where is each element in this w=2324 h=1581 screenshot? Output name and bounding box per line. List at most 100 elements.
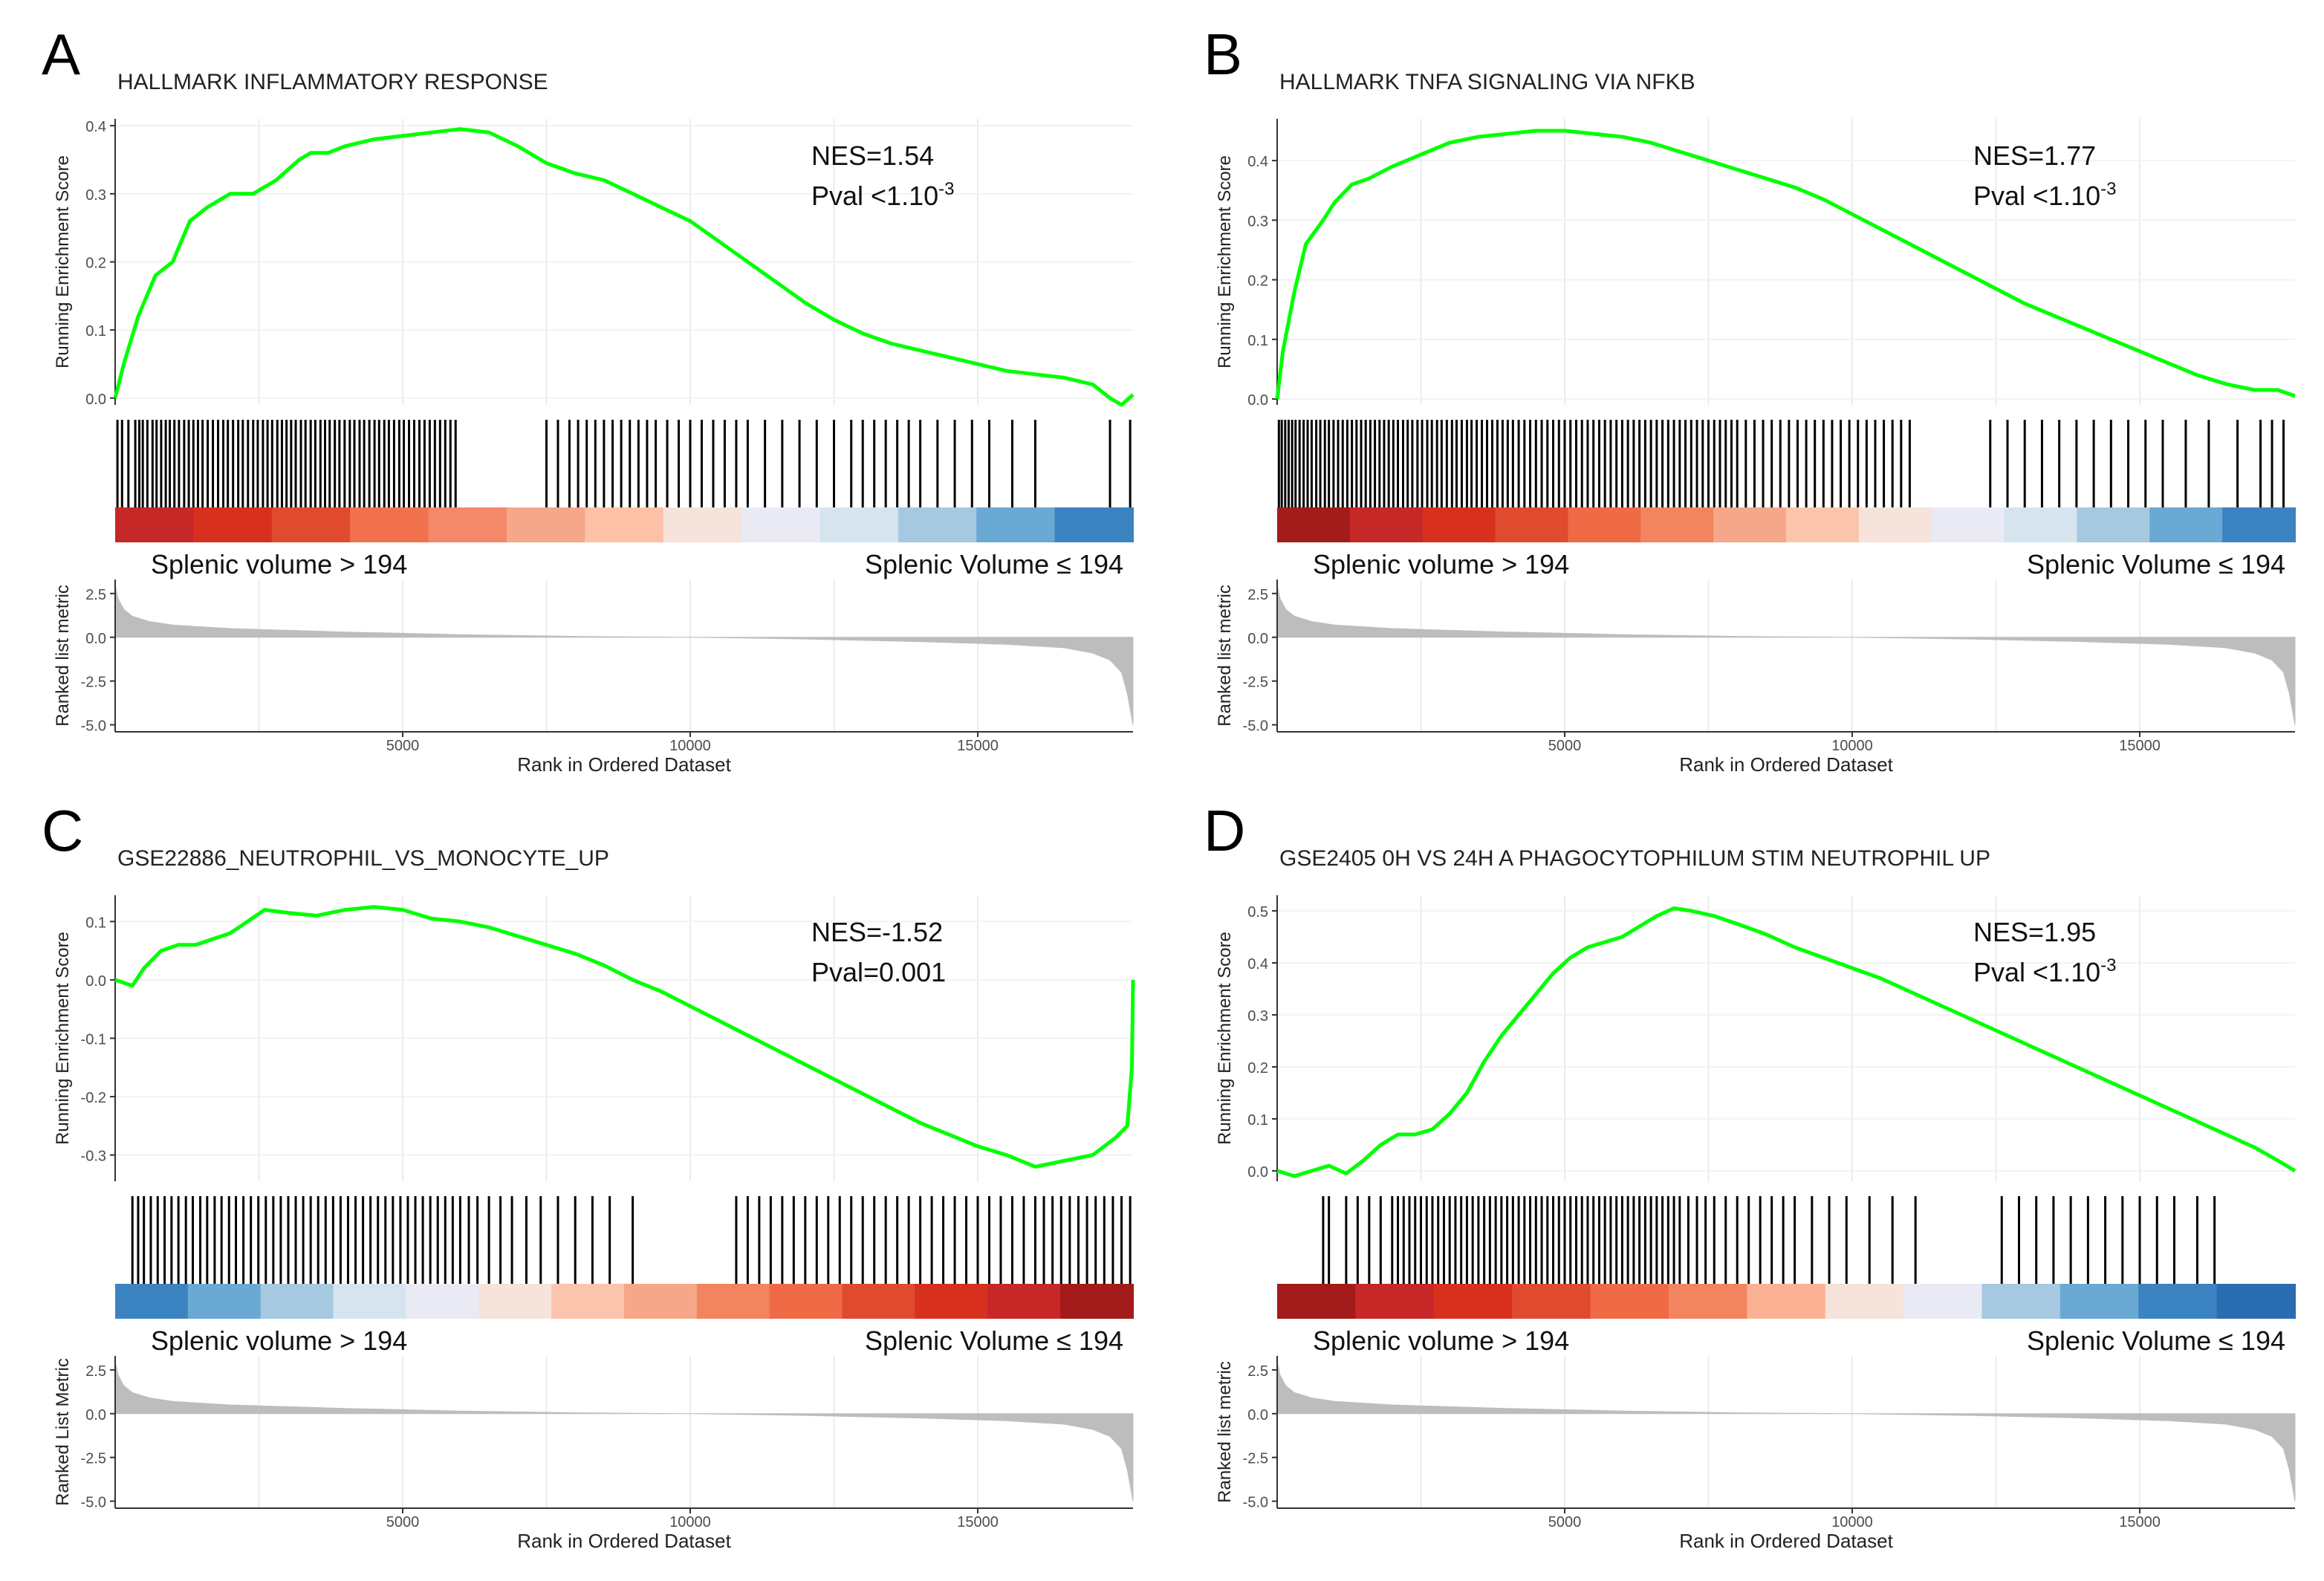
metric-y-tick-label: -2.5 <box>81 1451 106 1467</box>
class-label-left: Splenic volume > 194 <box>151 1325 407 1356</box>
es-y-tick-label: 0.1 <box>85 915 106 931</box>
es-y-tick-label: 0.0 <box>85 973 106 990</box>
rank-color-band-segment <box>1590 1284 1669 1319</box>
metric-y-tick-label: -2.5 <box>81 675 106 691</box>
plot-title: GSE2405 0H VS 24H A PHAGOCYTOPHILUM STIM… <box>1279 846 1990 871</box>
es-y-axis-label: Running Enrichment Score <box>53 932 73 1145</box>
rank-color-band-segment <box>1668 1284 1748 1319</box>
rank-color-band-segment <box>350 507 429 542</box>
pval-text: Pval <1.10 <box>811 181 938 211</box>
rank-color-band-segment <box>2222 507 2296 542</box>
metric-y-axis-label: Ranked list metric <box>53 585 73 727</box>
es-y-tick-label: 0.1 <box>1247 1112 1268 1129</box>
metric-y-axis-label: Ranked list metric <box>1215 1361 1235 1503</box>
x-tick-label: 15000 <box>2119 738 2161 754</box>
es-y-axis-label: Running Enrichment Score <box>53 155 73 369</box>
es-y-tick-label: 0.2 <box>1247 1060 1268 1077</box>
x-tick-label: 5000 <box>386 1514 420 1530</box>
rank-color-band-segment <box>769 1284 843 1319</box>
rank-color-band-segment <box>193 507 273 542</box>
es-y-tick-label: 0.1 <box>85 323 106 340</box>
metric-y-tick-label: 0.0 <box>1247 631 1268 647</box>
rank-color-band-segment <box>1981 1284 2061 1319</box>
metric-y-axis-label: Ranked List Metric <box>53 1358 73 1506</box>
rank-color-band-segment <box>624 1284 698 1319</box>
metric-y-tick-label: -2.5 <box>1243 675 1268 691</box>
rank-color-band-segment <box>1277 507 1351 542</box>
metric-y-tick-label: 0.0 <box>85 1407 106 1423</box>
x-tick-label: 5000 <box>1548 738 1582 754</box>
enrichment-score-line <box>113 127 1135 407</box>
ranked-metric-area <box>1276 1360 2296 1502</box>
rank-color-band-segment <box>1568 507 1642 542</box>
rank-color-band-segment <box>551 1284 625 1319</box>
class-label-right: Splenic Volume ≤ 194 <box>2027 549 2285 580</box>
pval-annotation: Pval <1.10-3 <box>811 179 954 211</box>
rank-color-band-segment <box>842 1284 916 1319</box>
es-y-tick-label: 0.3 <box>1247 213 1268 230</box>
rank-color-band-segment <box>506 507 586 542</box>
x-tick-label: 5000 <box>1548 1514 1582 1530</box>
es-y-tick-label: 0.3 <box>1247 1008 1268 1025</box>
rank-color-band-segment <box>2060 1284 2140 1319</box>
class-label-left: Splenic volume > 194 <box>151 549 407 580</box>
es-y-tick-label: 0.5 <box>1247 904 1268 921</box>
rank-color-band-segment <box>1931 507 2005 542</box>
pval-exponent: -3 <box>2100 955 2116 975</box>
es-y-tick-label: 0.4 <box>1247 154 1268 170</box>
rank-color-band-segment <box>585 507 664 542</box>
rank-color-band-segment <box>260 1284 334 1319</box>
x-axis-label: Rank in Ordered Dataset <box>517 1530 731 1552</box>
rank-color-band-segment <box>1349 507 1424 542</box>
metric-y-tick-label: -2.5 <box>1243 1451 1268 1467</box>
ranked-metric-area <box>114 1360 1134 1502</box>
rank-color-band-segment <box>663 507 743 542</box>
rank-color-band-segment <box>1640 507 1715 542</box>
class-label-left: Splenic volume > 194 <box>1313 1325 1569 1356</box>
plot-title: GSE22886_NEUTROPHIL_VS_MONOCYTE_UP <box>117 846 609 871</box>
nes-annotation: NES=1.95 <box>1973 917 2096 947</box>
panel-label: C <box>42 798 83 863</box>
es-y-axis-label: Running Enrichment Score <box>1215 155 1235 369</box>
pval-text: Pval <1.10 <box>1973 181 2100 211</box>
es-y-tick-label: 0.1 <box>1247 333 1268 349</box>
rank-color-band-segment <box>2216 1284 2296 1319</box>
rank-color-band-segment <box>271 507 351 542</box>
rank-color-band-segment <box>1512 1284 1591 1319</box>
rank-color-band-segment <box>1060 1284 1134 1319</box>
panel-label: D <box>1204 798 1245 863</box>
es-y-tick-label: -0.3 <box>81 1149 106 1165</box>
rank-color-band-segment <box>1495 507 1569 542</box>
rank-color-band-segment <box>1277 1284 1357 1319</box>
rank-color-band-segment <box>1786 507 1860 542</box>
pval-text: Pval=0.001 <box>811 957 946 987</box>
es-y-tick-label: 0.0 <box>85 392 106 408</box>
gsea-plot-svg: D GSE2405 0H VS 24H A PHAGOCYTOPHILUM STI… <box>1204 798 2297 1552</box>
gsea-panel-a: A HALLMARK INFLAMMATORY RESPONSE 0.0 0.1 0.2… <box>0 0 1162 790</box>
rank-color-band-segment <box>696 1284 770 1319</box>
metric-y-tick-label: 2.5 <box>85 587 106 603</box>
rank-color-band-segment <box>1355 1284 1435 1319</box>
metric-y-tick-label: 0.0 <box>85 631 106 647</box>
pval-annotation: Pval <1.10-3 <box>1973 179 2116 211</box>
rank-color-band-segment <box>1903 1284 1983 1319</box>
gsea-panel-b: B HALLMARK TNFA SIGNALING VIA NFKB 0.0 0.1 0… <box>1162 0 2324 790</box>
gsea-plot-svg: B HALLMARK TNFA SIGNALING VIA NFKB 0.0 0.1 0… <box>1204 22 2296 776</box>
rank-color-band-segment <box>2004 507 2078 542</box>
es-y-tick-label: 0.0 <box>1247 1164 1268 1181</box>
x-tick-label: 5000 <box>386 738 420 754</box>
class-label-left: Splenic volume > 194 <box>1313 549 1569 580</box>
rank-color-band-segment <box>915 1284 989 1319</box>
metric-y-tick-label: -5.0 <box>1243 1495 1268 1511</box>
gsea-panel-d: D GSE2405 0H VS 24H A PHAGOCYTOPHILUM STI… <box>1162 776 2324 1567</box>
enrichment-score-line <box>1275 129 2296 400</box>
ranked-metric-area <box>114 584 1134 725</box>
rank-color-band-segment <box>1713 507 1787 542</box>
enrichment-score-line <box>114 905 1135 1169</box>
metric-y-tick-label: 2.5 <box>85 1363 106 1380</box>
panel-label: B <box>1204 22 1242 87</box>
rank-color-band-segment <box>1825 1284 1905 1319</box>
rank-color-band-segment <box>1422 507 1496 542</box>
metric-y-tick-label: 2.5 <box>1247 587 1268 603</box>
